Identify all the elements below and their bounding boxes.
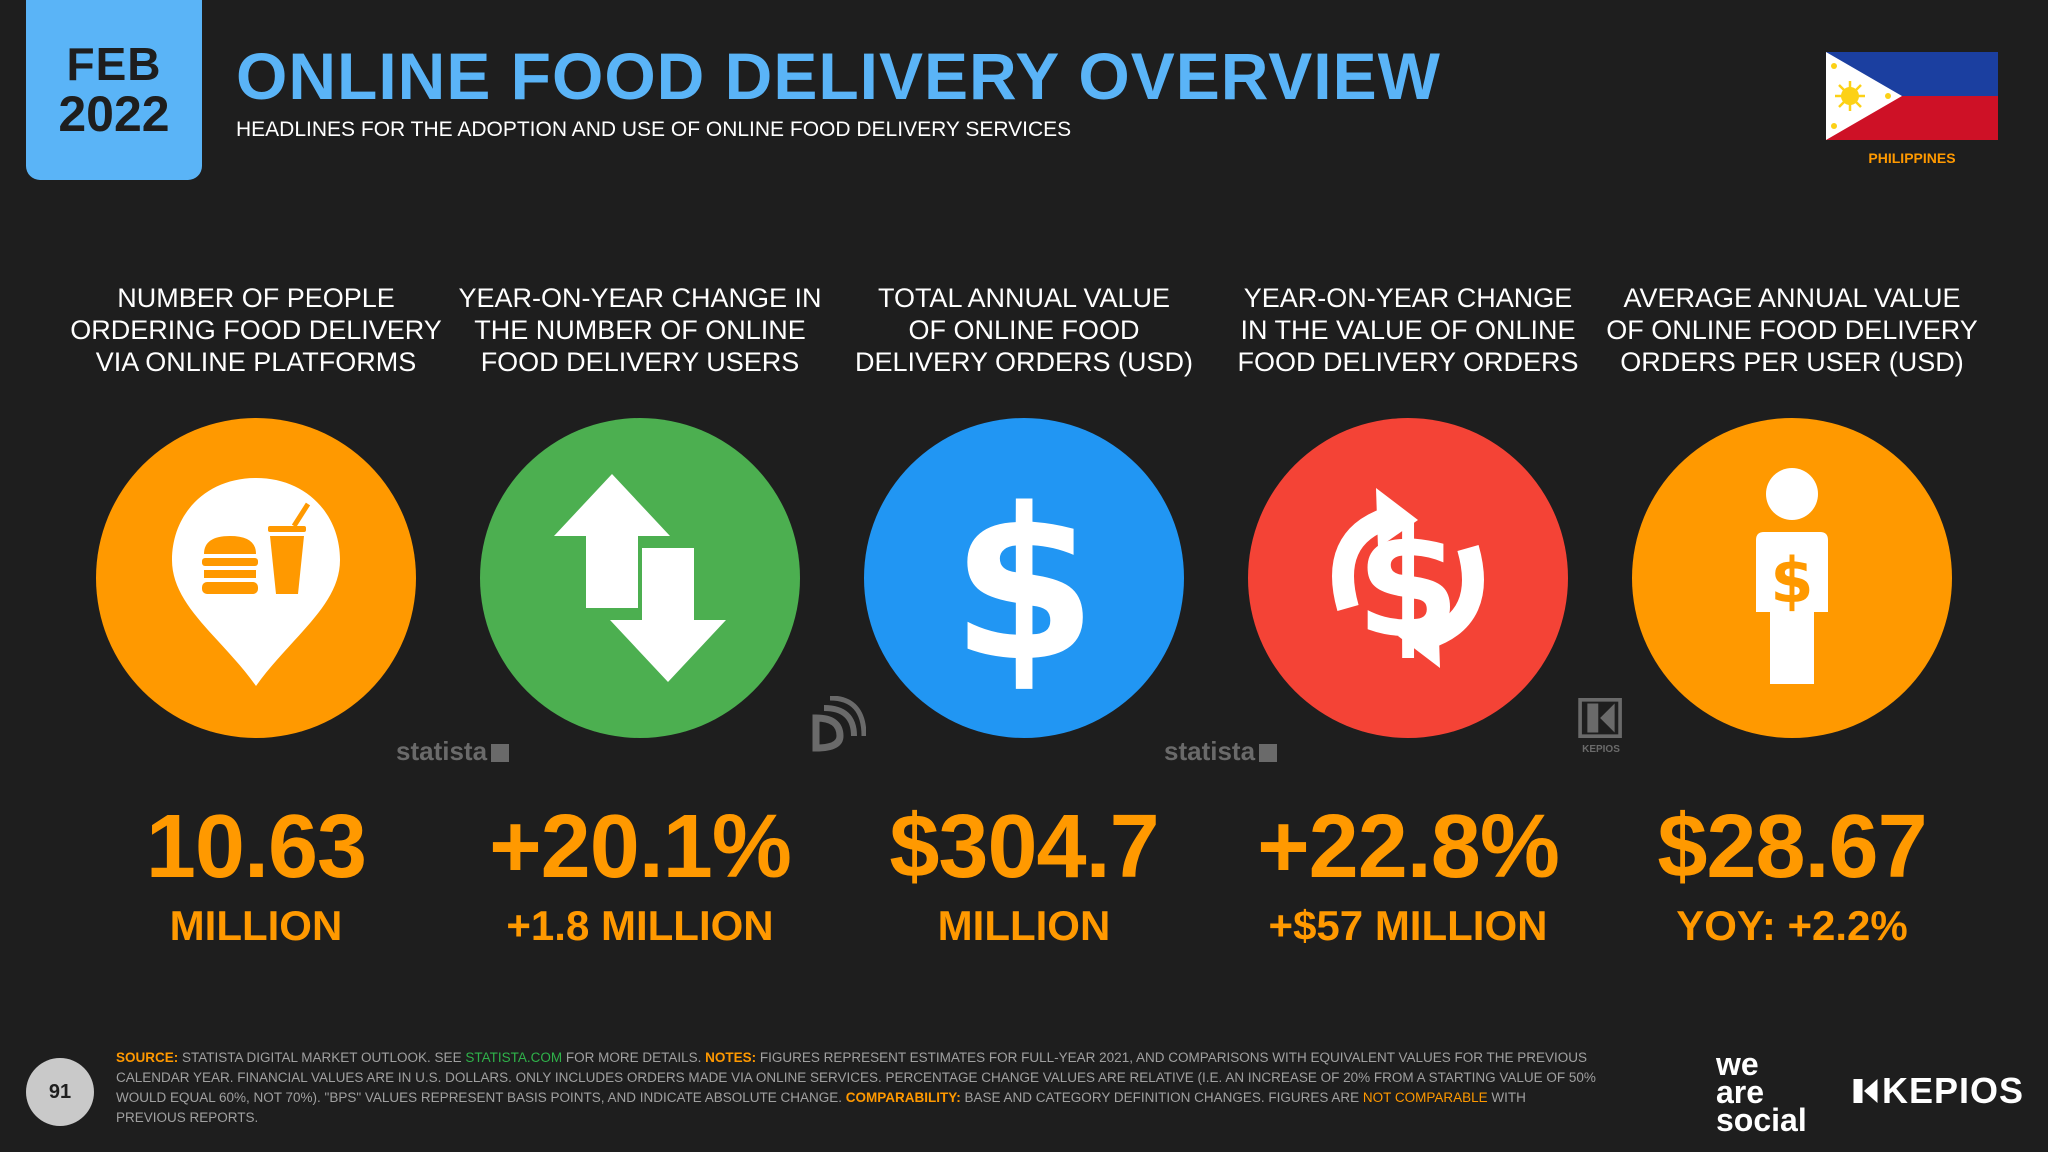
- philippines-flag-icon: [1826, 52, 1998, 140]
- metric-subvalue: +$57 MILLION: [1268, 902, 1548, 949]
- metric-icon-circle: $: [864, 418, 1184, 738]
- date-month: FEB: [66, 37, 162, 90]
- metric-total-order-value: TOTAL ANNUAL VALUE OF ONLINE FOOD DELIVE…: [834, 282, 1214, 950]
- country-label: PHILIPPINES: [1868, 150, 1956, 166]
- dollar-change-icon: $: [1332, 488, 1484, 672]
- metric-value: +20.1%: [489, 797, 792, 897]
- food-location-icon: [172, 478, 340, 686]
- we-are-social-logo: we are social: [1716, 1046, 1807, 1138]
- metric-value: $28.67: [1657, 797, 1927, 897]
- date-year: 2022: [58, 85, 170, 142]
- metric-icon-circle: $: [1248, 418, 1568, 738]
- svg-text:$: $: [1356, 498, 1460, 672]
- metric-label: TOTAL ANNUAL VALUE OF ONLINE FOOD DELIVE…: [854, 283, 1194, 377]
- statista-watermark: statista: [1164, 736, 1278, 767]
- up-down-arrows-icon: [554, 474, 726, 682]
- page-title: ONLINE FOOD DELIVERY OVERVIEW: [236, 39, 1441, 113]
- kepios-k-icon: [1853, 1079, 1878, 1103]
- metric-icon-circle: [480, 418, 800, 738]
- kepios-logo: KEPIOS: [1852, 1070, 2024, 1112]
- metric-icon-circle: $: [1632, 418, 1952, 738]
- metric-label: NUMBER OF PEOPLE ORDERING FOOD DELIVERY …: [70, 283, 442, 377]
- page-subtitle: HEADLINES FOR THE ADOPTION AND USE OF ON…: [236, 118, 1072, 141]
- svg-text:$: $: [951, 463, 1097, 698]
- metric-users-yoy-change: YEAR-ON-YEAR CHANGE IN THE NUMBER OF ONL…: [450, 282, 830, 950]
- person-dollar-icon: $: [1756, 468, 1828, 684]
- metric-label: YEAR-ON-YEAR CHANGE IN THE VALUE OF ONLI…: [1237, 283, 1579, 377]
- page-number: 91: [26, 1058, 94, 1126]
- date-badge: FEB 2022: [26, 0, 202, 180]
- metric-online-food-users: NUMBER OF PEOPLE ORDERING FOOD DELIVERY …: [66, 282, 446, 950]
- metric-subvalue: MILLION: [169, 902, 343, 949]
- metric-value: 10.63: [145, 797, 367, 897]
- metric-value: $304.7: [889, 797, 1159, 897]
- metric-subvalue: YOY: +2.2%: [1676, 902, 1908, 949]
- metric-label: YEAR-ON-YEAR CHANGE IN THE NUMBER OF ONL…: [458, 283, 822, 377]
- metric-subvalue: +1.8 MILLION: [506, 902, 774, 949]
- metric-subvalue: MILLION: [937, 902, 1111, 949]
- svg-text:$: $: [1770, 544, 1813, 617]
- metric-avg-value-per-user: AVERAGE ANNUAL VALUE OF ONLINE FOOD DELI…: [1602, 282, 1982, 950]
- dollar-icon: $: [951, 463, 1097, 698]
- metric-icon-circle: [96, 418, 416, 738]
- metric-label: AVERAGE ANNUAL VALUE OF ONLINE FOOD DELI…: [1606, 283, 1978, 377]
- metric-order-value-yoy-change: YEAR-ON-YEAR CHANGE IN THE VALUE OF ONLI…: [1218, 282, 1598, 950]
- kepios-watermark: KEPIOS: [1576, 698, 1626, 755]
- statista-link[interactable]: STATISTA.COM: [465, 1050, 563, 1065]
- source-notes: SOURCE: STATISTA DIGITAL MARKET OUTLOOK.…: [116, 1050, 1596, 1125]
- statista-watermark: statista: [396, 736, 510, 767]
- datareportal-watermark-icon: [812, 696, 866, 752]
- metric-value: +22.8%: [1257, 797, 1560, 897]
- kepios-logo-icon: [1578, 698, 1622, 738]
